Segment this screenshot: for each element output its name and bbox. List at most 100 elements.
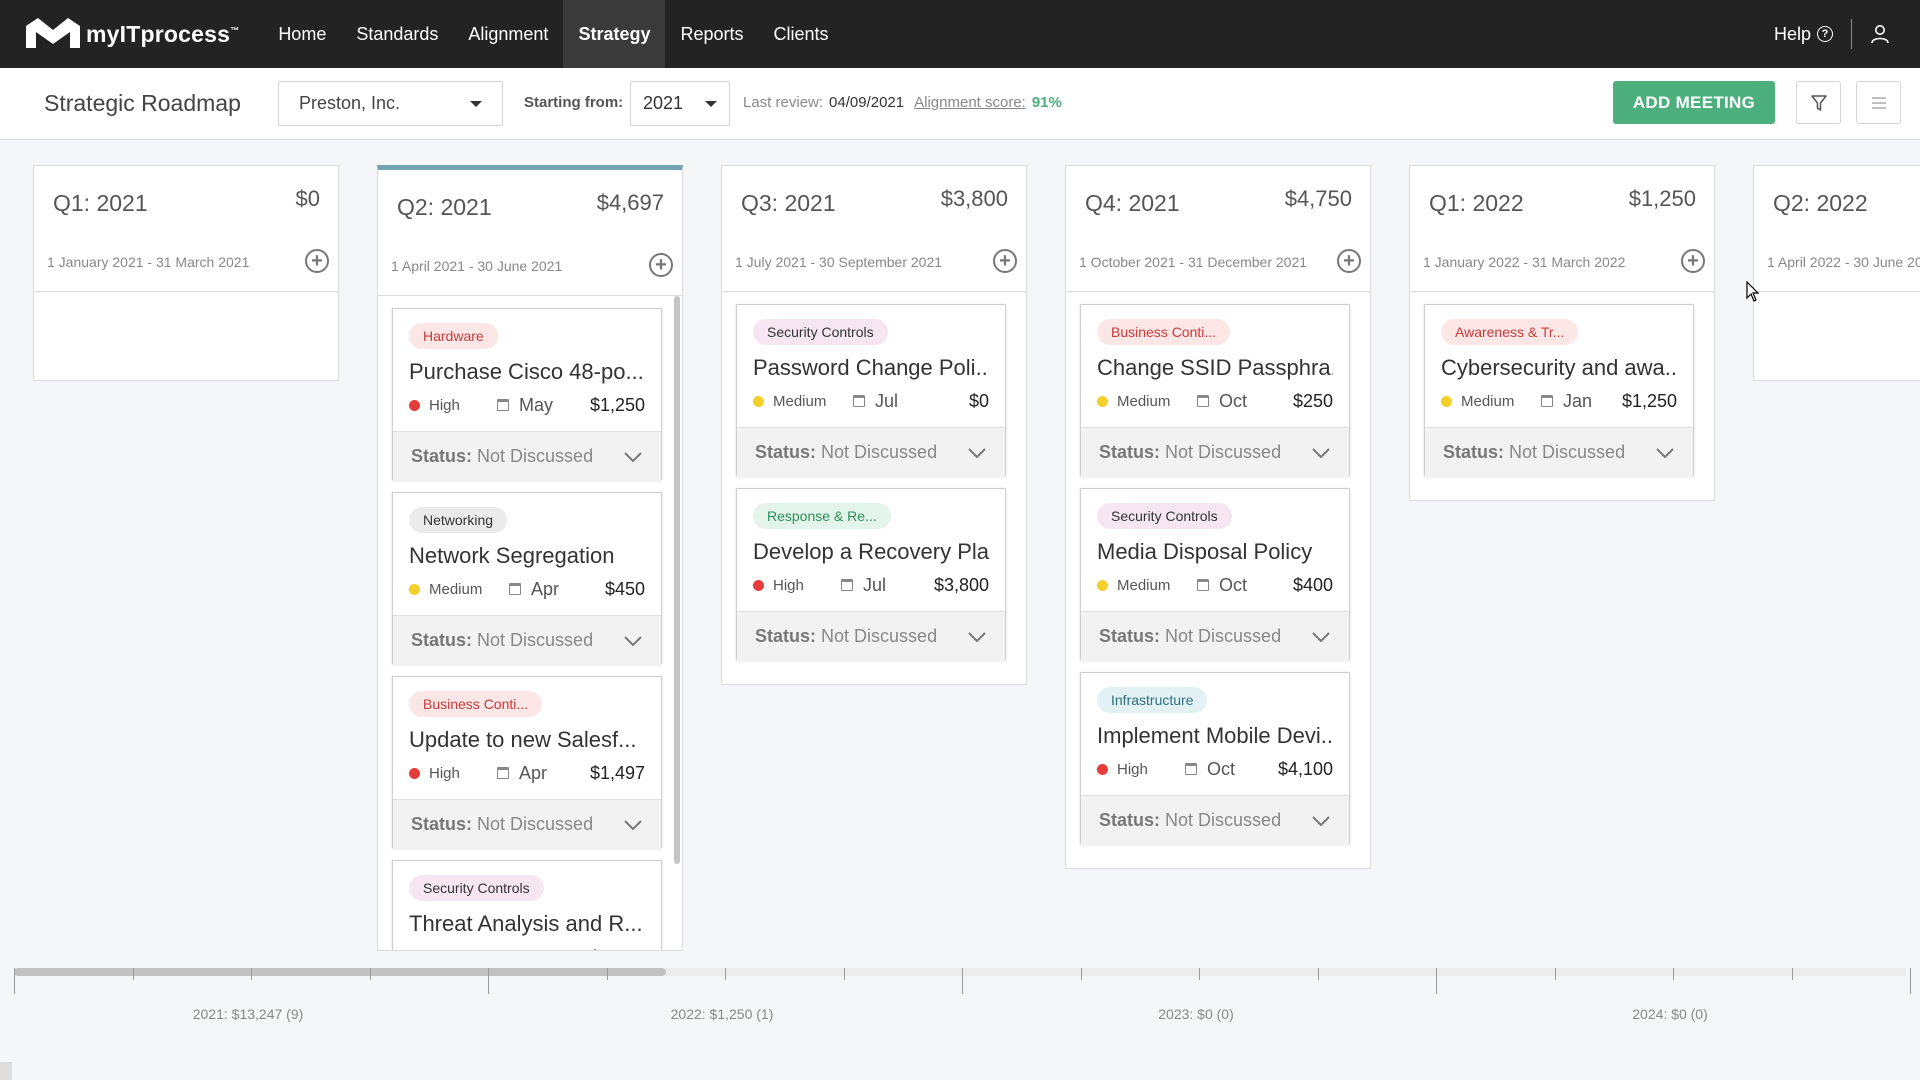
review-info: Last review: 04/09/2021 Alignment score: 91… bbox=[743, 94, 1062, 111]
nav-strategy[interactable]: Strategy bbox=[563, 0, 666, 68]
initiative-title[interactable]: Password Change Poli... bbox=[753, 355, 989, 380]
initiative-card[interactable]: Infrastructure Implement Mobile Devi... Hi… bbox=[1080, 672, 1350, 845]
timeline-thumb[interactable] bbox=[14, 968, 666, 976]
category-tag: Networking bbox=[409, 507, 508, 533]
add-circle-icon[interactable]: + bbox=[305, 249, 329, 273]
initiative-title[interactable]: Media Disposal Policy bbox=[1097, 539, 1313, 564]
quarter-date-range: 1 April 2022 - 30 June 2022 bbox=[1767, 254, 1920, 270]
initiative-card[interactable]: Response & Re... Develop a Recovery Plan H… bbox=[736, 488, 1006, 661]
quarter-date-range: 1 January 2021 - 31 March 2021 bbox=[47, 254, 250, 270]
initiative-title[interactable]: Network Segregation bbox=[409, 543, 615, 568]
chevron-down-icon[interactable] bbox=[1311, 631, 1331, 643]
scheduled-month: Jul bbox=[875, 390, 899, 411]
quarter-body: Security Controls Password Change Poli...… bbox=[722, 292, 1026, 684]
initiative-card[interactable]: Security Controls Threat Analysis and R..… bbox=[392, 860, 662, 951]
quarter-header: Q1: 2021 $0 1 January 2021 - 31 March 2021… bbox=[34, 166, 338, 292]
quarter-body: Awareness & Tr... Cybersecurity and awa..… bbox=[1410, 292, 1714, 500]
filter-button[interactable] bbox=[1796, 81, 1841, 124]
nav-reports[interactable]: Reports bbox=[680, 23, 744, 44]
timeline-tick bbox=[1555, 968, 1556, 980]
status-dropdown[interactable]: Status: Not Discussed bbox=[1081, 611, 1349, 661]
status-value: Not Discussed bbox=[1165, 626, 1282, 646]
status-dropdown[interactable]: Status: Not Discussed bbox=[1425, 427, 1693, 477]
horizontal-scrollbar-stub[interactable] bbox=[0, 1062, 12, 1080]
status-dropdown[interactable]: Status: Not Discussed bbox=[1081, 427, 1349, 477]
timeline-tick bbox=[1318, 968, 1319, 980]
initiative-card[interactable]: Hardware Purchase Cisco 48-po... High May $1… bbox=[392, 308, 662, 481]
initiative-card[interactable]: Security Controls Password Change Poli...… bbox=[736, 304, 1006, 477]
initiative-title[interactable]: Purchase Cisco 48-po... bbox=[409, 359, 644, 384]
nav-alignment[interactable]: Alignment bbox=[468, 23, 549, 44]
status-value: Not Discussed bbox=[821, 626, 938, 646]
category-tag: Infrastructure bbox=[1097, 687, 1208, 713]
add-circle-icon[interactable]: + bbox=[993, 249, 1017, 273]
timeline-scrollbar[interactable] bbox=[14, 966, 1911, 1006]
priority-label: Medium bbox=[773, 392, 827, 410]
quarter-title: Q1: 2022 bbox=[1429, 190, 1524, 216]
category-tag: Business Conti... bbox=[409, 691, 543, 717]
initiative-cost: $250 bbox=[1292, 390, 1333, 411]
add-circle-icon[interactable]: + bbox=[1681, 249, 1705, 273]
nav-standards[interactable]: Standards bbox=[356, 23, 439, 44]
brand-logo[interactable]: myITprocess™ bbox=[24, 16, 239, 52]
menu-button[interactable] bbox=[1856, 81, 1901, 124]
column-scrollbar[interactable] bbox=[674, 296, 680, 864]
help-link[interactable]: Help ? bbox=[1774, 24, 1833, 45]
scheduled-month: Apr bbox=[519, 947, 547, 951]
chevron-down-icon[interactable] bbox=[1655, 447, 1675, 459]
initiative-title[interactable]: Threat Analysis and R... bbox=[409, 911, 643, 936]
initiative-cost: $4,100 bbox=[1277, 758, 1333, 779]
initiative-card[interactable]: Security Controls Media Disposal Policy Me… bbox=[1080, 488, 1350, 661]
nav-clients[interactable]: Clients bbox=[773, 23, 829, 44]
status-dropdown[interactable]: Status: Not Discussed bbox=[393, 799, 661, 849]
status-value: Not Discussed bbox=[1509, 442, 1626, 462]
initiative-title[interactable]: Cybersecurity and awa... bbox=[1441, 355, 1677, 380]
initiative-title[interactable]: Change SSID Passphra... bbox=[1097, 355, 1333, 380]
timeline-track[interactable] bbox=[14, 968, 1906, 976]
timeline-tick bbox=[1910, 968, 1911, 994]
status-dropdown[interactable]: Status: Not Discussed bbox=[393, 431, 661, 481]
timeline-year-summary: 2023: $0 (0) bbox=[1158, 1006, 1234, 1022]
add-circle-icon[interactable]: + bbox=[649, 253, 673, 277]
client-select[interactable]: Preston, Inc. bbox=[278, 81, 503, 126]
timeline-tick bbox=[725, 968, 726, 980]
brand-name: myITprocess™ bbox=[86, 20, 240, 47]
add-circle-icon[interactable]: + bbox=[1337, 249, 1361, 273]
scheduled-month: Oct bbox=[1219, 390, 1248, 411]
priority-label: Medium bbox=[1117, 392, 1171, 410]
quarter-column: Q1: 2022 $1,250 1 January 2022 - 31 March … bbox=[1409, 165, 1715, 501]
chevron-down-icon[interactable] bbox=[623, 451, 643, 463]
caret-down-icon bbox=[470, 100, 482, 107]
quarter-date-range: 1 July 2021 - 30 September 2021 bbox=[735, 254, 943, 270]
chevron-down-icon[interactable] bbox=[623, 635, 643, 647]
initiative-title[interactable]: Develop a Recovery Plan bbox=[753, 539, 989, 564]
initiative-title[interactable]: Update to new Salesf... bbox=[409, 727, 637, 752]
chevron-down-icon[interactable] bbox=[623, 819, 643, 831]
calendar-icon bbox=[1541, 395, 1553, 407]
initiative-card[interactable]: Business Conti... Update to new Salesf...… bbox=[392, 676, 662, 849]
year-select[interactable]: 2021 bbox=[630, 81, 730, 126]
add-meeting-button[interactable]: ADD MEETING bbox=[1613, 81, 1775, 124]
initiative-card[interactable]: Business Conti... Change SSID Passphra...… bbox=[1080, 304, 1350, 477]
category-tag: Awareness & Tr... bbox=[1441, 319, 1579, 345]
chevron-down-icon[interactable] bbox=[1311, 815, 1331, 827]
initiative-card[interactable]: Networking Network Segregation Medium Apr $4… bbox=[392, 492, 662, 665]
nav-divider bbox=[1851, 19, 1852, 49]
status-label: Status: bbox=[1099, 442, 1161, 462]
nav-home[interactable]: Home bbox=[278, 23, 327, 44]
chevron-down-icon[interactable] bbox=[967, 631, 987, 643]
user-icon[interactable] bbox=[1870, 24, 1890, 44]
status-dropdown[interactable]: Status: Not Discussed bbox=[737, 427, 1005, 477]
last-review-date: 04/09/2021 bbox=[829, 94, 905, 111]
status-dropdown[interactable]: Status: Not Discussed bbox=[1081, 795, 1349, 845]
initiative-card[interactable]: Awareness & Tr... Cybersecurity and awa..… bbox=[1424, 304, 1694, 477]
initiative-title[interactable]: Implement Mobile Devi... bbox=[1097, 723, 1333, 748]
status-dropdown[interactable]: Status: Not Discussed bbox=[393, 615, 661, 665]
calendar-icon bbox=[853, 395, 865, 407]
initiative-meta: Medium Oct $250 bbox=[1097, 389, 1333, 413]
status-dropdown[interactable]: Status: Not Discussed bbox=[737, 611, 1005, 661]
chevron-down-icon[interactable] bbox=[1311, 447, 1331, 459]
timeline-tick bbox=[962, 968, 963, 994]
alignment-score-link[interactable]: Alignment score: bbox=[914, 94, 1026, 111]
chevron-down-icon[interactable] bbox=[967, 447, 987, 459]
